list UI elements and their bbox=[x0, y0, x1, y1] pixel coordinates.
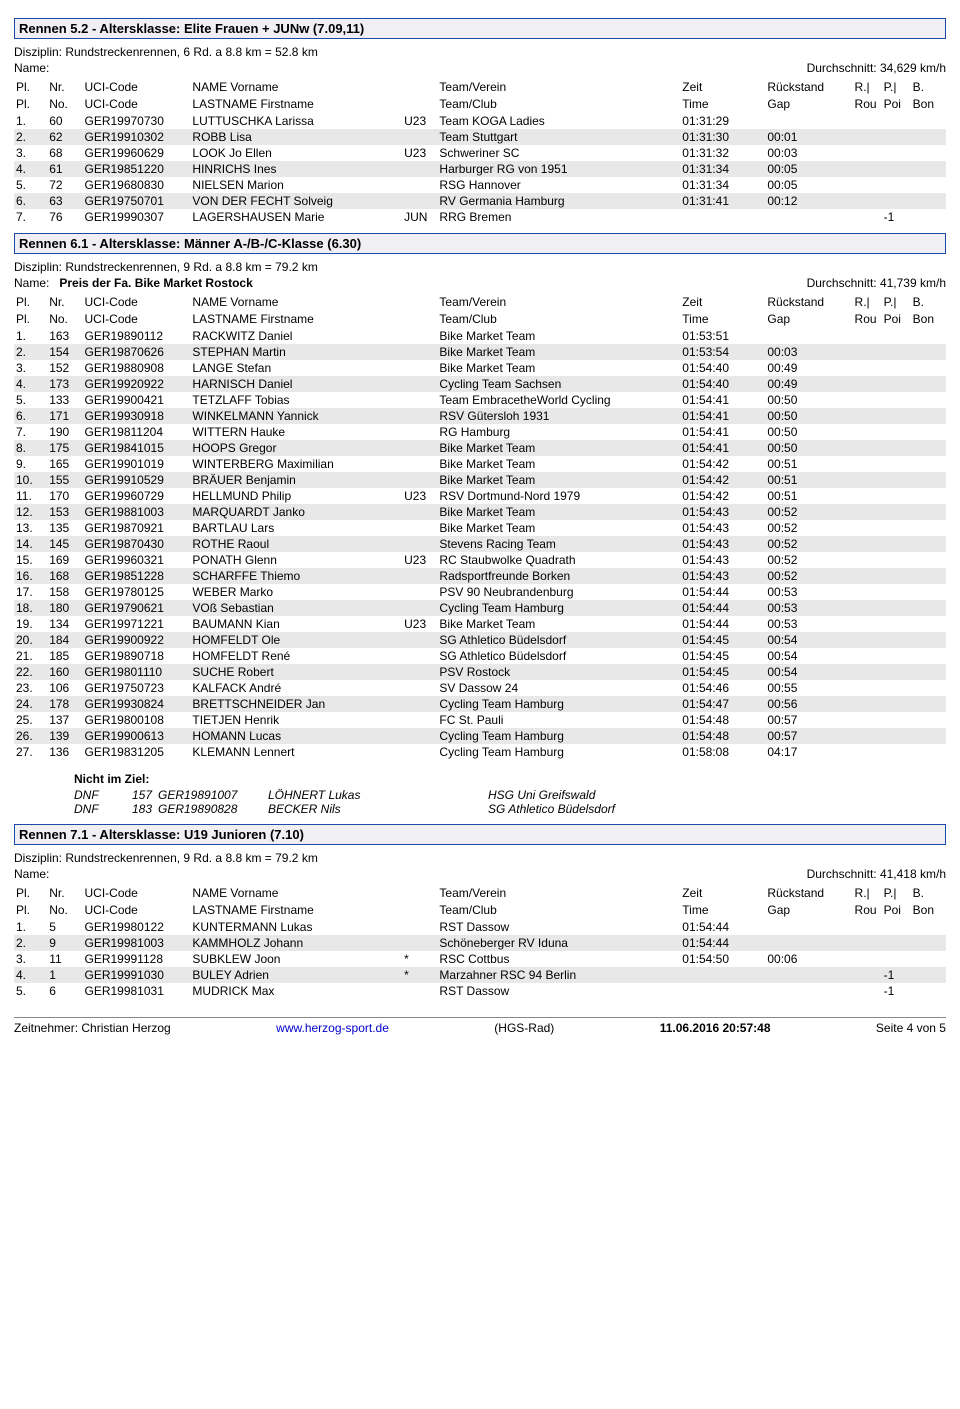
table-row: 3.68GER19960629LOOK Jo EllenU23Schwerine… bbox=[14, 145, 946, 161]
table-row: 5.72GER19680830NIELSEN MarionRSG Hannove… bbox=[14, 177, 946, 193]
table-row: 26.139GER19900613HOMANN LucasCycling Tea… bbox=[14, 728, 946, 744]
results-table: Pl.Nr.UCI-CodeNAME VornameTeam/VereinZei… bbox=[14, 294, 946, 760]
table-row: 11.170GER19960729HELLMUND PhilipU23RSV D… bbox=[14, 488, 946, 504]
table-row: 4.1GER19991030BULEY Adrien*Marzahner RSC… bbox=[14, 967, 946, 983]
table-row: 2.62GER19910302ROBB LisaTeam Stuttgart01… bbox=[14, 129, 946, 145]
table-row: 17.158GER19780125WEBER MarkoPSV 90 Neubr… bbox=[14, 584, 946, 600]
name-line: Name: bbox=[14, 867, 56, 881]
table-row: 3.11GER19991128SUBKLEW Joon*RSC Cottbus0… bbox=[14, 951, 946, 967]
table-row: 20.184GER19900922HOMFELDT OleSG Athletic… bbox=[14, 632, 946, 648]
table-row: 14.145GER19870430ROTHE RaoulStevens Raci… bbox=[14, 536, 946, 552]
table-row: 6.63GER19750701VON DER FECHT SolveigRV G… bbox=[14, 193, 946, 209]
page-footer: Zeitnehmer: Christian Herzog www.herzog-s… bbox=[14, 1017, 946, 1035]
race-title: Rennen 7.1 - Altersklasse: U19 Junioren … bbox=[14, 824, 946, 845]
table-row: 1.5GER19980122KUNTERMANN LukasRST Dassow… bbox=[14, 919, 946, 935]
name-line: Name: bbox=[14, 61, 56, 75]
table-row: 7.190GER19811204WITTERN HaukeRG Hamburg0… bbox=[14, 424, 946, 440]
footer-page: Seite 4 von 5 bbox=[876, 1021, 946, 1035]
table-row: 8.175GER19841015HOOPS GregorBike Market … bbox=[14, 440, 946, 456]
table-row: 19.134GER19971221BAUMANN KianU23Bike Mar… bbox=[14, 616, 946, 632]
table-row: 3.152GER19880908LANGE StefanBike Market … bbox=[14, 360, 946, 376]
table-row: 4.61GER19851220HINRICHS InesHarburger RG… bbox=[14, 161, 946, 177]
table-row: 25.137GER19800108TIETJEN HenrikFC St. Pa… bbox=[14, 712, 946, 728]
durchschnitt: Durchschnitt: 41,418 km/h bbox=[807, 867, 946, 881]
table-row: 18.180GER19790621VOß SebastianCycling Te… bbox=[14, 600, 946, 616]
table-row: 22.160GER19801110SUCHE RobertPSV Rostock… bbox=[14, 664, 946, 680]
durchschnitt: Durchschnitt: 41,739 km/h bbox=[807, 276, 946, 290]
results-table: Pl.Nr.UCI-CodeNAME VornameTeam/VereinZei… bbox=[14, 79, 946, 225]
table-row: 16.168GER19851228SCHARFFE ThiemoRadsport… bbox=[14, 568, 946, 584]
dnf-block: Nicht im Ziel:DNF157GER19891007LÖHNERT L… bbox=[74, 772, 946, 816]
results-table: Pl.Nr.UCI-CodeNAME VornameTeam/VereinZei… bbox=[14, 885, 946, 999]
table-row: 10.155GER19910529BRÄUER BenjaminBike Mar… bbox=[14, 472, 946, 488]
table-row: 4.173GER19920922HARNISCH DanielCycling T… bbox=[14, 376, 946, 392]
table-row: 5.133GER19900421TETZLAFF TobiasTeam Embr… bbox=[14, 392, 946, 408]
race-title: Rennen 5.2 - Altersklasse: Elite Frauen … bbox=[14, 18, 946, 39]
table-row: 5.6GER19981031MUDRICK MaxRST Dassow-1 bbox=[14, 983, 946, 999]
disziplin-line: Disziplin: Rundstreckenrennen, 9 Rd. a 8… bbox=[14, 851, 946, 865]
table-row: 9.165GER19901019WINTERBERG MaximilianBik… bbox=[14, 456, 946, 472]
dnf-row: DNF183GER19890828BECKER NilsSG Athletico… bbox=[74, 802, 946, 816]
footer-link: www.herzog-sport.de bbox=[276, 1021, 389, 1035]
table-row: 2.9GER19981003KAMMHOLZ JohannSchöneberge… bbox=[14, 935, 946, 951]
table-row: 24.178GER19930824BRETTSCHNEIDER JanCycli… bbox=[14, 696, 946, 712]
table-row: 12.153GER19881003MARQUARDT JankoBike Mar… bbox=[14, 504, 946, 520]
table-row: 1.163GER19890112RACKWITZ DanielBike Mark… bbox=[14, 328, 946, 344]
table-row: 21.185GER19890718HOMFELDT RenéSG Athleti… bbox=[14, 648, 946, 664]
footer-left: Zeitnehmer: Christian Herzog bbox=[14, 1021, 171, 1035]
name-line: Name: Preis der Fa. Bike Market Rostock bbox=[14, 276, 253, 290]
durchschnitt: Durchschnitt: 34,629 km/h bbox=[807, 61, 946, 75]
footer-datetime: 11.06.2016 20:57:48 bbox=[660, 1021, 771, 1035]
disziplin-line: Disziplin: Rundstreckenrennen, 9 Rd. a 8… bbox=[14, 260, 946, 274]
table-row: 1.60GER19970730LUTTUSCHKA LarissaU23Team… bbox=[14, 113, 946, 129]
table-row: 2.154GER19870626STEPHAN MartinBike Marke… bbox=[14, 344, 946, 360]
table-row: 6.171GER19930918WINKELMANN YannickRSV Gü… bbox=[14, 408, 946, 424]
table-row: 13.135GER19870921BARTLAU LarsBike Market… bbox=[14, 520, 946, 536]
table-row: 15.169GER19960321PONATH GlennU23RC Staub… bbox=[14, 552, 946, 568]
table-row: 23.106GER19750723KALFACK AndréSV Dassow … bbox=[14, 680, 946, 696]
table-row: 27.136GER19831205KLEMANN LennertCycling … bbox=[14, 744, 946, 760]
footer-mid: (HGS-Rad) bbox=[494, 1021, 554, 1035]
dnf-row: DNF157GER19891007LÖHNERT LukasHSG Uni Gr… bbox=[74, 788, 946, 802]
disziplin-line: Disziplin: Rundstreckenrennen, 6 Rd. a 8… bbox=[14, 45, 946, 59]
race-title: Rennen 6.1 - Altersklasse: Männer A-/B-/… bbox=[14, 233, 946, 254]
table-row: 7.76GER19990307LAGERSHAUSEN MarieJUNRRG … bbox=[14, 209, 946, 225]
